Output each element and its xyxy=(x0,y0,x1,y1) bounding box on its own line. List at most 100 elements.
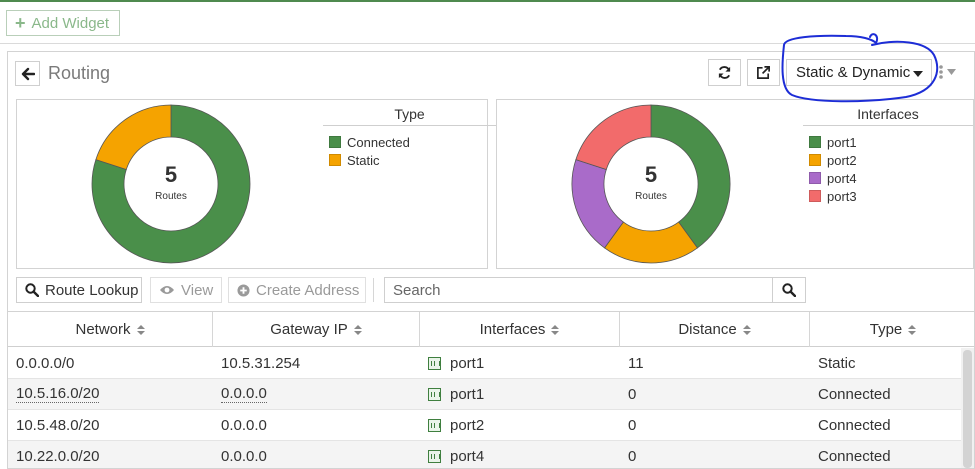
cell-gateway-ip: 0.0.0.0 xyxy=(213,379,420,409)
table-header: Network Gateway IP Interfaces Distance T… xyxy=(8,312,974,347)
type-slice-static[interactable] xyxy=(95,104,172,170)
column-header-network[interactable]: Network xyxy=(8,312,213,347)
sort-icon xyxy=(136,324,145,335)
ethernet-port-icon xyxy=(428,356,441,370)
legend-swatch xyxy=(329,154,341,166)
arrow-left-icon xyxy=(21,67,35,80)
expand-button[interactable] xyxy=(747,59,780,86)
legend-swatch xyxy=(329,136,341,148)
legend-label: port4 xyxy=(827,170,857,186)
type-donut-caption: Routes xyxy=(155,191,187,202)
table-row[interactable]: 10.5.16.0/20 0.0.0.0 port1 0 Connected xyxy=(8,379,974,410)
view-label: View xyxy=(181,281,214,299)
caret-down-icon xyxy=(913,71,923,77)
cell-gateway-ip: 0.0.0.0 xyxy=(221,447,267,465)
legend-label: Connected xyxy=(347,134,410,150)
cell-network: 10.22.0.0/20 xyxy=(16,447,100,465)
column-header-distance[interactable]: Distance xyxy=(620,312,810,347)
legend-swatch xyxy=(809,172,821,184)
scrollbar-thumb[interactable] xyxy=(963,350,972,468)
cell-distance: 11 xyxy=(628,354,644,372)
network-value: 10.5.16.0/20 xyxy=(16,385,100,403)
add-widget-label: Add Widget xyxy=(31,14,110,32)
legend-swatch xyxy=(809,154,821,166)
cell-type: Connected xyxy=(818,385,891,403)
add-widget-button[interactable]: + Add Widget xyxy=(6,10,120,36)
interface-name: port4 xyxy=(450,447,485,465)
type-legend: Type Connected Static xyxy=(323,106,496,169)
table-row[interactable]: 0.0.0.0/0 10.5.31.254 port1 11 Static xyxy=(8,348,974,379)
interfaces-legend: Interfaces port1 port2 port4 port3 xyxy=(803,106,973,205)
search-input[interactable] xyxy=(385,278,773,302)
route-filter-value: Static & Dynamic xyxy=(796,64,911,81)
search-field[interactable] xyxy=(384,277,806,303)
interfaces-slice-port3[interactable] xyxy=(575,104,652,170)
sort-icon xyxy=(908,324,917,335)
cell-interface: port4 xyxy=(420,441,620,468)
routing-table: Network Gateway IP Interfaces Distance T… xyxy=(8,311,974,468)
dashboard-top-bar: + Add Widget xyxy=(0,0,975,44)
routing-widget: Routing Static & Dynamic 5 Route xyxy=(7,51,975,469)
interfaces-slice-port1[interactable] xyxy=(650,104,731,249)
refresh-icon xyxy=(718,66,731,79)
plus-circle-icon xyxy=(237,283,250,297)
column-header-interfaces[interactable]: Interfaces xyxy=(420,312,620,347)
type-legend-item-static[interactable]: Static xyxy=(323,151,496,169)
interface-name: port1 xyxy=(450,385,485,403)
back-button[interactable] xyxy=(15,61,40,86)
legend-swatch xyxy=(809,136,821,148)
cell-distance: 0 xyxy=(628,416,637,434)
column-header-type[interactable]: Type xyxy=(810,312,974,347)
view-button[interactable]: View xyxy=(150,277,222,303)
search-button[interactable] xyxy=(772,278,805,302)
cell-network: 10.5.16.0/20 xyxy=(8,379,213,409)
route-filter-dropdown[interactable]: Static & Dynamic xyxy=(786,59,932,86)
legend-label: port2 xyxy=(827,152,857,168)
refresh-button[interactable] xyxy=(708,59,741,86)
column-label: Gateway IP xyxy=(270,321,348,338)
interfaces-chart-panel: 5 Routes Interfaces port1 port2 port4 port3 xyxy=(496,99,974,269)
search-icon xyxy=(782,283,796,297)
interfaces-legend-item-port3[interactable]: port3 xyxy=(803,187,973,205)
interfaces-legend-title: Interfaces xyxy=(803,106,973,126)
caret-down-icon xyxy=(947,69,956,75)
interfaces-legend-item-port2[interactable]: port2 xyxy=(803,151,973,169)
sort-icon xyxy=(742,324,751,335)
column-label: Network xyxy=(75,321,131,338)
plus-icon: + xyxy=(15,13,26,33)
interfaces-legend-item-port4[interactable]: port4 xyxy=(803,169,973,187)
ethernet-port-icon xyxy=(428,387,441,401)
type-slice-connected[interactable] xyxy=(91,104,251,264)
column-label: Interfaces xyxy=(479,321,546,338)
cell-network: 10.5.48.0/20 xyxy=(16,416,100,434)
interfaces-legend-item-port1[interactable]: port1 xyxy=(803,133,973,151)
route-lookup-label: Route Lookup xyxy=(45,281,139,299)
table-row[interactable]: 10.5.48.0/20 0.0.0.0 port2 0 Connected xyxy=(8,410,974,441)
ethernet-port-icon xyxy=(428,449,441,463)
ethernet-port-icon xyxy=(428,418,441,432)
cell-distance: 0 xyxy=(628,447,637,465)
cell-type: Static xyxy=(818,354,856,372)
external-link-icon xyxy=(757,66,770,79)
type-legend-item-connected[interactable]: Connected xyxy=(323,133,496,151)
interface-name: port2 xyxy=(450,416,485,434)
cell-network: 0.0.0.0/0 xyxy=(16,354,75,372)
interfaces-donut-chart: 5 Routes xyxy=(571,104,731,264)
sort-icon xyxy=(353,324,362,335)
legend-swatch xyxy=(809,190,821,202)
gateway-value: 0.0.0.0 xyxy=(221,385,267,403)
widget-menu-button[interactable] xyxy=(938,61,966,83)
type-donut-total: 5 xyxy=(165,162,177,187)
cell-type: Connected xyxy=(818,447,891,465)
sort-icon xyxy=(551,324,560,335)
column-header-gateway-ip[interactable]: Gateway IP xyxy=(213,312,420,347)
legend-label: port1 xyxy=(827,134,857,150)
toolbar-divider xyxy=(373,278,374,302)
create-address-button[interactable]: Create Address xyxy=(228,277,366,303)
column-label: Type xyxy=(869,321,903,338)
cell-interface: port1 xyxy=(420,348,620,378)
eye-icon xyxy=(160,286,174,294)
interfaces-donut-caption: Routes xyxy=(635,191,667,202)
table-row[interactable]: 10.22.0.0/20 0.0.0.0 port4 0 Connected xyxy=(8,441,974,468)
route-lookup-button[interactable]: Route Lookup xyxy=(16,277,142,303)
